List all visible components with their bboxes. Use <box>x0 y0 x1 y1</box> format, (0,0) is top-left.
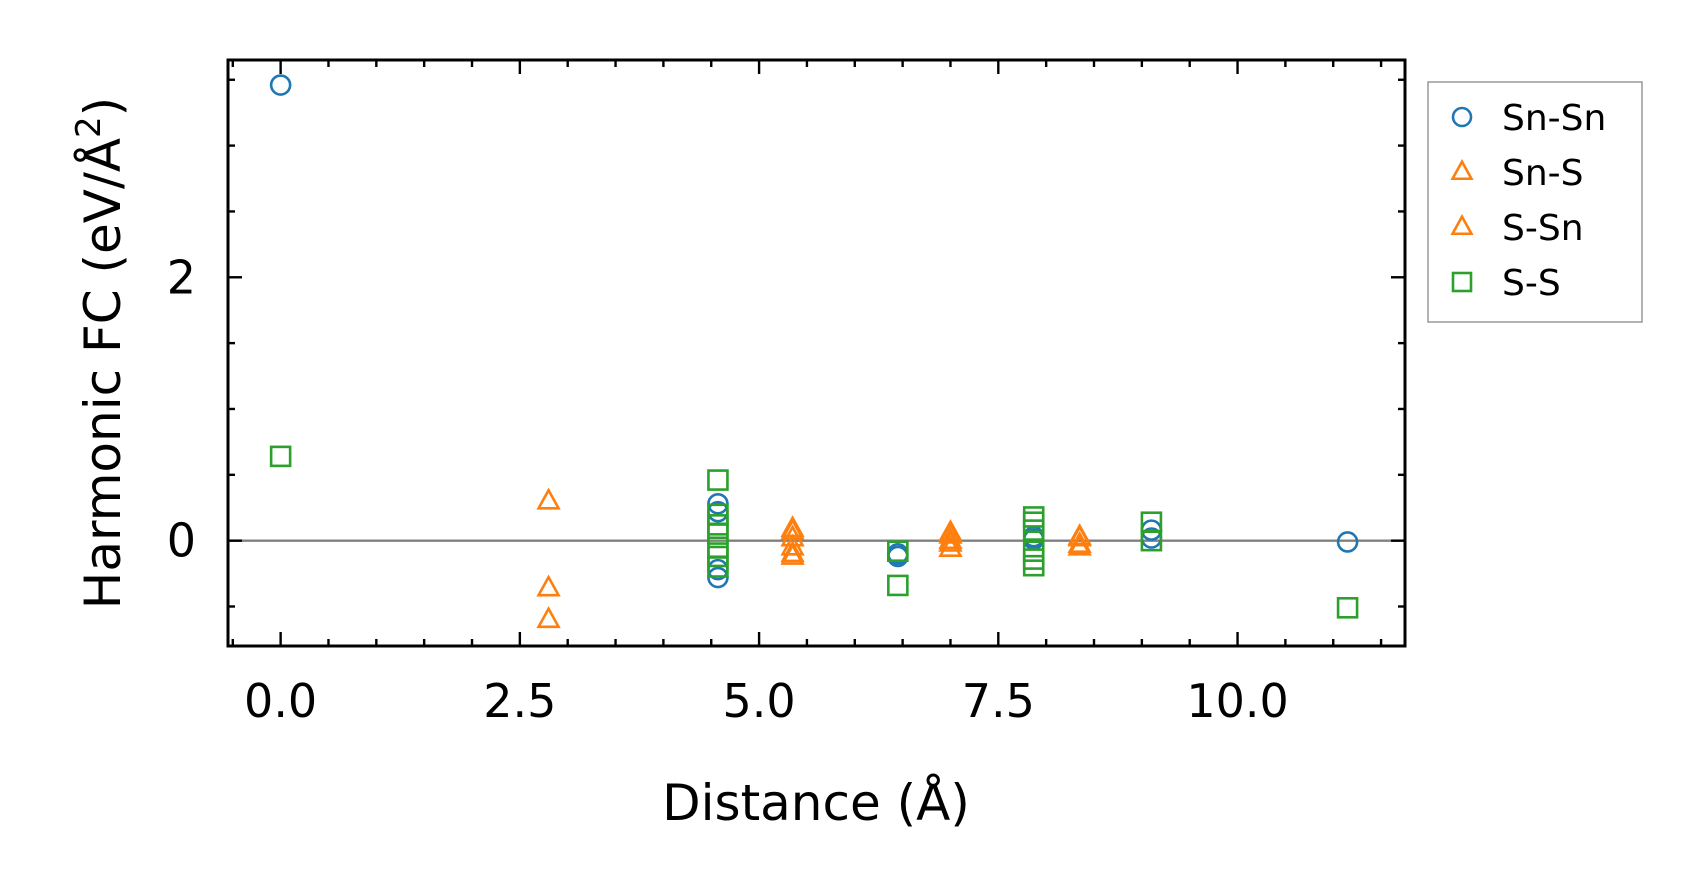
legend-marker <box>1451 271 1473 293</box>
x-tick-label: 10.0 <box>1186 674 1288 728</box>
legend-label: Sn-Sn <box>1502 98 1606 139</box>
legend-marker <box>1450 158 1474 181</box>
data-point <box>1067 523 1092 546</box>
data-points-layer <box>269 74 1359 629</box>
data-point <box>780 542 805 565</box>
data-point <box>1022 554 1045 577</box>
series-sn-s <box>536 487 1092 597</box>
series-s-sn <box>536 515 1092 629</box>
data-point <box>780 533 805 556</box>
data-point <box>887 540 909 562</box>
data-point <box>1336 597 1359 619</box>
y-axis-label-main: Harmonic FC (eV/Å <box>74 138 132 609</box>
series-sn-sn <box>269 74 1359 589</box>
data-point <box>536 487 561 510</box>
y-axis-label: Harmonic FC (eV/Å2) <box>69 97 132 609</box>
plot-frame <box>226 58 1407 648</box>
ticks-layer: 0.0 2.5 5.0 7.5 10.0 0 2 <box>167 60 1405 728</box>
data-point <box>707 469 729 491</box>
x-tick-label: 5.0 <box>723 674 796 728</box>
legend-label: S-Sn <box>1502 208 1584 249</box>
data-point <box>269 74 292 96</box>
data-point <box>1067 530 1092 554</box>
data-point <box>536 574 561 597</box>
data-point <box>1140 529 1163 552</box>
data-point <box>1336 531 1359 553</box>
y-axis-label-superscript: 2 <box>69 116 109 138</box>
data-point <box>938 527 963 550</box>
legend-entry: Sn-S <box>1450 153 1584 194</box>
x-tick-label: 7.5 <box>962 674 1035 728</box>
legend: Sn-Sn Sn-S S-Sn S-S <box>1427 81 1643 323</box>
legend-label: S-S <box>1502 263 1561 304</box>
series-s-s <box>269 445 1359 619</box>
y-axis-label-end: ) <box>74 97 132 117</box>
y-tick-label: 2 <box>167 250 196 304</box>
x-tick-label: 0.0 <box>244 674 317 728</box>
x-tick-label: 2.5 <box>483 674 556 728</box>
legend-entry: S-Sn <box>1450 208 1584 249</box>
data-point <box>707 556 729 578</box>
legend-label: Sn-S <box>1502 153 1584 194</box>
data-point <box>1022 506 1045 528</box>
data-point <box>269 445 292 468</box>
legend-entry: Sn-Sn <box>1451 98 1606 139</box>
legend-marker <box>1450 213 1474 236</box>
legend-entry: S-S <box>1451 263 1561 304</box>
x-axis-label: Distance (Å) <box>662 774 970 832</box>
data-point <box>1022 519 1045 541</box>
data-point <box>887 574 909 597</box>
data-point <box>1022 548 1045 570</box>
y-tick-label: 0 <box>167 514 196 568</box>
data-point <box>536 606 561 629</box>
legend-marker <box>1451 106 1473 128</box>
data-point <box>938 534 963 557</box>
legend-box <box>1427 81 1643 323</box>
data-point <box>707 523 729 545</box>
